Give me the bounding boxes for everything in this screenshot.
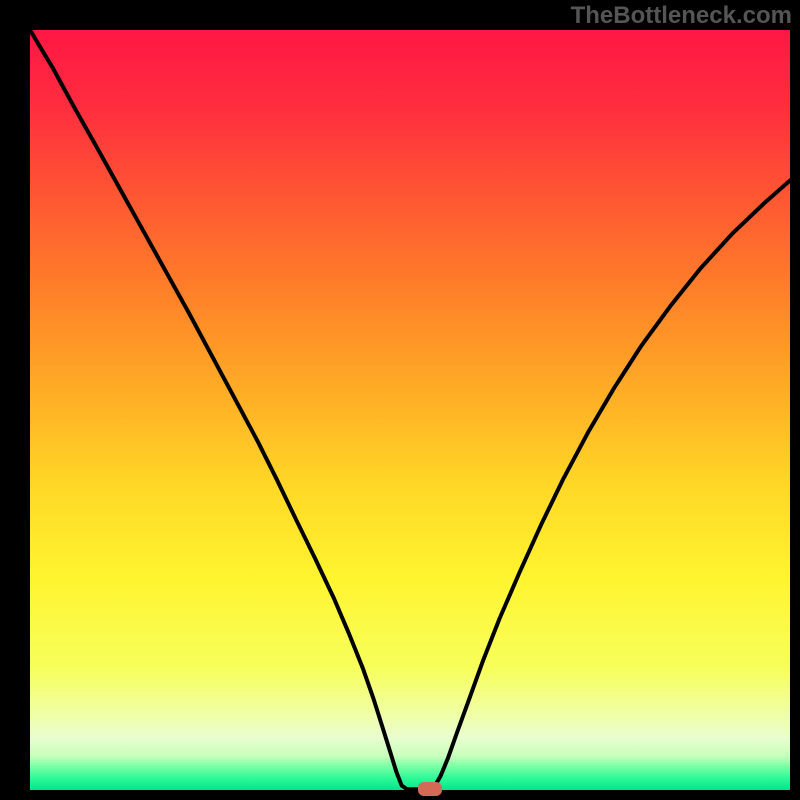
plot-area — [30, 30, 790, 790]
optimum-marker — [418, 782, 442, 796]
bottleneck-chart: TheBottleneck.com — [0, 0, 800, 800]
attribution-label: TheBottleneck.com — [571, 2, 792, 30]
gradient-background — [30, 30, 790, 790]
